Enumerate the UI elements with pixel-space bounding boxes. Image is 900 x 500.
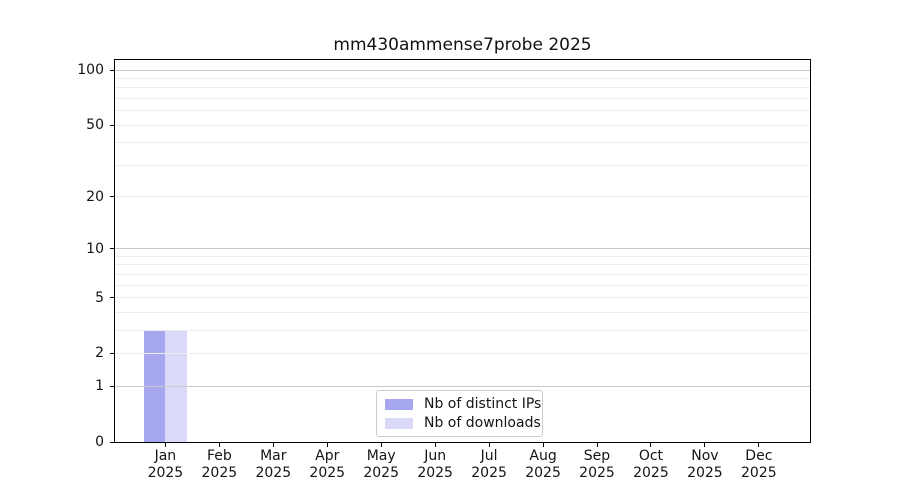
gridline-major-100	[115, 69, 810, 71]
x-tick-month: Nov	[691, 448, 719, 464]
gridline-minor-4	[115, 311, 810, 313]
x-tick-year: 2025	[201, 465, 238, 481]
x-tick-year: 2025	[417, 465, 453, 481]
y-tick-label-1: 1	[95, 378, 104, 395]
x-tick-year: 2025	[471, 465, 507, 481]
x-tick-jun	[434, 442, 436, 447]
gridline-minor-20	[115, 196, 810, 198]
gridline-minor-9	[115, 256, 810, 257]
gridline-minor-70	[115, 98, 810, 100]
gridline-minor-8	[115, 264, 810, 266]
x-tick-label-mar: Mar 2025	[233, 448, 313, 482]
legend: Nb of distinct IPs Nb of downloads	[376, 390, 543, 437]
legend-swatch-0	[385, 399, 413, 410]
x-tick-year: 2025	[309, 465, 346, 481]
legend-row-1: Nb of downloads	[384, 414, 541, 433]
y-tick-label-20: 20	[86, 188, 104, 205]
gridline-minor-5	[115, 297, 810, 299]
gridline-minor-30	[115, 164, 810, 166]
x-tick-label-dec: Dec 2025	[719, 448, 799, 482]
x-tick-label-jun: Jun 2025	[395, 448, 475, 482]
x-tick-month: Aug	[529, 448, 557, 464]
gridline-minor-7	[115, 273, 810, 275]
y-tick-10	[110, 248, 115, 250]
gridline-major-1	[115, 385, 810, 387]
gridline-major-10	[115, 248, 810, 250]
x-tick-month: Apr	[315, 448, 340, 464]
y-tick-label-5: 5	[95, 289, 104, 306]
gridline-minor-80	[115, 87, 810, 89]
x-tick-month: Mar	[260, 448, 287, 464]
x-tick-apr	[326, 442, 328, 447]
x-tick-dec	[758, 442, 760, 447]
x-tick-jan	[164, 442, 166, 447]
legend-label-1: Nb of downloads	[424, 415, 541, 431]
x-tick-label-sep: Sep 2025	[557, 448, 637, 482]
y-tick-5	[110, 297, 115, 299]
y-tick-label-10: 10	[86, 240, 104, 257]
y-tick-0	[110, 441, 115, 443]
x-tick-year: 2025	[687, 465, 723, 481]
y-tick-label-50: 50	[86, 117, 104, 134]
legend-swatch-1	[385, 418, 413, 429]
x-tick-label-jan: Jan 2025	[125, 448, 205, 482]
gridline-minor-60	[115, 110, 810, 112]
y-tick-100	[110, 69, 115, 71]
x-tick-year: 2025	[255, 465, 292, 481]
x-tick-feb	[218, 442, 220, 447]
x-tick-label-nov: Nov 2025	[665, 448, 745, 482]
x-tick-label-aug: Aug 2025	[503, 448, 583, 482]
gridline-minor-90	[115, 78, 810, 80]
legend-label-0: Nb of distinct IPs	[424, 396, 542, 412]
x-tick-year: 2025	[363, 465, 399, 481]
y-tick-20	[110, 196, 115, 198]
x-tick-label-apr: Apr 2025	[287, 448, 367, 482]
x-tick-month: Sep	[583, 448, 611, 464]
x-tick-aug	[542, 442, 544, 447]
x-tick-month: May	[366, 448, 396, 464]
x-tick-month: Feb	[206, 448, 232, 464]
y-tick-label-0: 0	[95, 434, 104, 450]
x-tick-year: 2025	[741, 465, 777, 481]
x-tick-month: Oct	[638, 448, 664, 464]
x-tick-mar	[272, 442, 274, 447]
x-tick-month: Jan	[154, 448, 177, 464]
x-tick-month: Jun	[424, 448, 447, 464]
gridline-minor-6	[115, 284, 810, 286]
x-tick-month: Jul	[480, 448, 498, 464]
x-tick-year: 2025	[147, 465, 184, 481]
legend-row-0: Nb of distinct IPs	[384, 395, 541, 414]
y-tick-label-2: 2	[95, 345, 104, 362]
x-tick-year: 2025	[525, 465, 561, 481]
x-tick-oct	[650, 442, 652, 447]
x-tick-year: 2025	[633, 465, 669, 481]
y-tick-50	[110, 124, 115, 126]
chart-title: mm430ammense7probe 2025	[333, 35, 592, 55]
x-tick-nov	[704, 442, 706, 447]
x-tick-jul	[488, 442, 490, 447]
x-tick-label-may: May 2025	[341, 448, 421, 482]
gridline-minor-50	[115, 124, 810, 126]
x-tick-label-jul: Jul 2025	[449, 448, 529, 482]
gridline-minor-3	[115, 329, 810, 331]
x-tick-month: Dec	[745, 448, 773, 464]
x-tick-sep	[596, 442, 598, 447]
y-tick-label-100: 100	[77, 62, 104, 79]
gridline-minor-2	[115, 352, 810, 354]
x-tick-label-feb: Feb 2025	[179, 448, 259, 482]
x-tick-may	[380, 442, 382, 447]
y-tick-2	[110, 352, 115, 354]
plot-area	[114, 59, 811, 443]
x-tick-year: 2025	[579, 465, 615, 481]
y-tick-1	[110, 385, 115, 387]
gridline-minor-40	[115, 142, 810, 144]
x-tick-label-oct: Oct 2025	[611, 448, 691, 482]
